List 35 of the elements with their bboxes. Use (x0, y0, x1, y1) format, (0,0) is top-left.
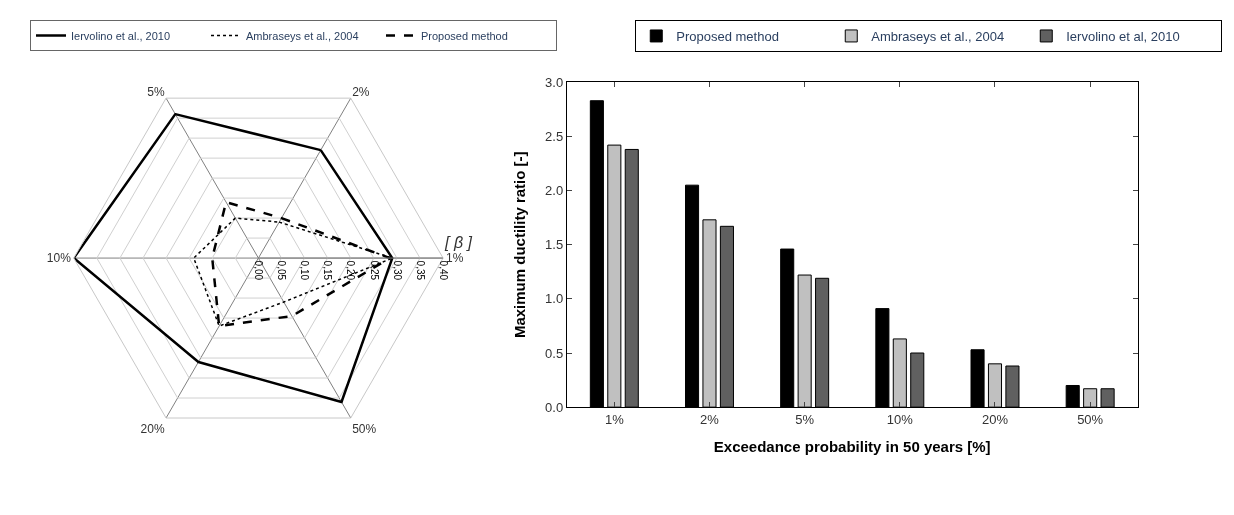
y-tick-label: 0,35 (414, 260, 426, 281)
spoke-label: 50% (352, 422, 377, 437)
y-tick-label: 0,20 (345, 260, 357, 281)
y-tick-label: 1.5 (545, 237, 564, 253)
y-tick-label: 1.0 (545, 291, 564, 307)
y-tick-label: 0.5 (545, 345, 564, 361)
legend-label: Proposed method (421, 29, 508, 42)
spoke-label: 20% (140, 422, 165, 437)
text: [ β ] (444, 234, 473, 251)
legend-label: Iervolino et al, 2010 (1066, 29, 1180, 45)
spoke-label: 10% (46, 251, 72, 266)
legend-label: Proposed method (676, 29, 779, 45)
y-tick-label: 0,05 (276, 260, 288, 281)
spoke-label: 5% (147, 84, 165, 99)
legend-label: Ambraseys et al., 2004 (871, 29, 1005, 45)
x-tick-label: 5% (795, 411, 815, 427)
x-tick-label: 2% (700, 411, 720, 427)
x-tick-label: 10% (886, 411, 914, 427)
y-tick-label: 0,30 (391, 260, 403, 281)
y-tick-label: 0,00 (253, 260, 265, 281)
y-tick-label: 0,10 (299, 260, 311, 281)
y-tick-label: 0.0 (545, 399, 564, 415)
x-tick-label: 1% (604, 411, 625, 427)
y-tick-label: 2.0 (545, 183, 564, 199)
x-axis-title: Exceedance probability in 50 years [%] (713, 437, 991, 455)
y-tick-label: 0,40 (437, 260, 449, 281)
y-tick-label: 2.5 (545, 128, 564, 144)
x-tick-label: 50% (1077, 411, 1104, 427)
spoke-label: 2% (352, 84, 370, 99)
legend-label: Iervolino et al., 2010 (71, 29, 171, 42)
y-axis-title: Maximum ductility ratio [-] (511, 151, 529, 339)
legend-label: Ambraseys et al., 2004 (246, 29, 359, 42)
x-tick-label: 20% (981, 411, 1009, 427)
y-tick-label: 0,15 (322, 260, 334, 281)
y-tick-label: 3.0 (545, 74, 564, 90)
